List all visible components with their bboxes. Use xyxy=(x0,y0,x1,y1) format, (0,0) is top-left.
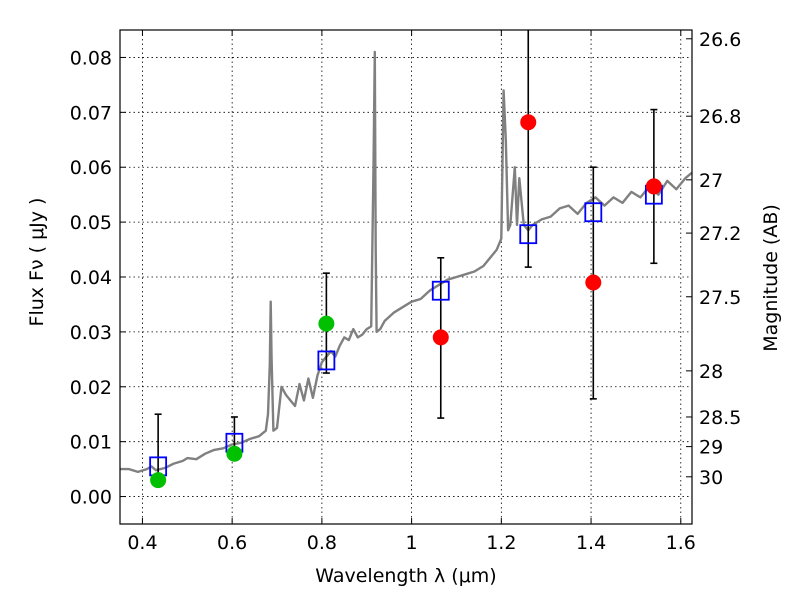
tick-layer xyxy=(120,30,692,524)
y-tick-label: 0.03 xyxy=(70,322,112,344)
y-axis-title: Flux Fν ( μJy ) xyxy=(26,198,48,327)
mag-tick-label: 27 xyxy=(699,170,723,192)
mag-tick-label: 28 xyxy=(699,361,723,383)
x-tick-label: 1.4 xyxy=(576,532,606,554)
model-photometry-point xyxy=(519,224,538,245)
upper-limit-point xyxy=(585,274,602,291)
model-photometry-point xyxy=(431,280,450,301)
model-photometry-point xyxy=(584,202,603,223)
spectrum-layer xyxy=(120,50,693,474)
spectrum-line xyxy=(120,50,693,474)
x-tick-label: 1.6 xyxy=(666,532,696,554)
grid xyxy=(120,30,692,524)
x-tick-label: 0.4 xyxy=(127,532,157,554)
x-axis-title: Wavelength λ (μm) xyxy=(315,565,496,587)
detection-point xyxy=(226,445,243,462)
x-tick-label: 1.2 xyxy=(486,532,516,554)
y-tick-label: 0.02 xyxy=(70,377,112,399)
upper-limit-point xyxy=(520,114,537,131)
mag-tick-label: 26.6 xyxy=(699,29,741,51)
y-tick-label: 0.07 xyxy=(70,102,112,124)
y-tick-label: 0.01 xyxy=(70,432,112,454)
label-layer: 0.4 0.6 0.8 1 1.2 1.4 1.6 0.00 0.01 0.02 0.03 0.04 0… xyxy=(70,29,742,554)
x-tick-label: 1 xyxy=(406,532,418,554)
y-tick-label: 0.06 xyxy=(70,157,112,179)
mag-tick-label: 30 xyxy=(699,467,723,489)
y-tick-label: 0.08 xyxy=(70,47,112,69)
upper-limit-point xyxy=(645,178,662,195)
x-tick-label: 0.6 xyxy=(217,532,247,554)
mag-tick-label: 29 xyxy=(699,437,723,459)
mag-tick-label: 27.5 xyxy=(699,287,741,309)
y-tick-label: 0.05 xyxy=(70,212,112,234)
mag-tick-label: 28.5 xyxy=(699,407,741,429)
marker-layer xyxy=(149,114,663,489)
detection-point xyxy=(150,472,167,489)
mag-tick-label: 27.2 xyxy=(699,223,741,245)
model-photometry-point xyxy=(317,350,336,371)
y-tick-label: 0.04 xyxy=(70,267,112,289)
detection-point xyxy=(318,315,335,332)
mag-tick-label: 26.8 xyxy=(699,106,741,128)
upper-limit-point xyxy=(432,329,449,346)
x-tick-label: 0.8 xyxy=(307,532,337,554)
y-tick-label: 0.00 xyxy=(70,487,112,509)
right-axis-title: Magnitude (AB) xyxy=(760,204,782,352)
